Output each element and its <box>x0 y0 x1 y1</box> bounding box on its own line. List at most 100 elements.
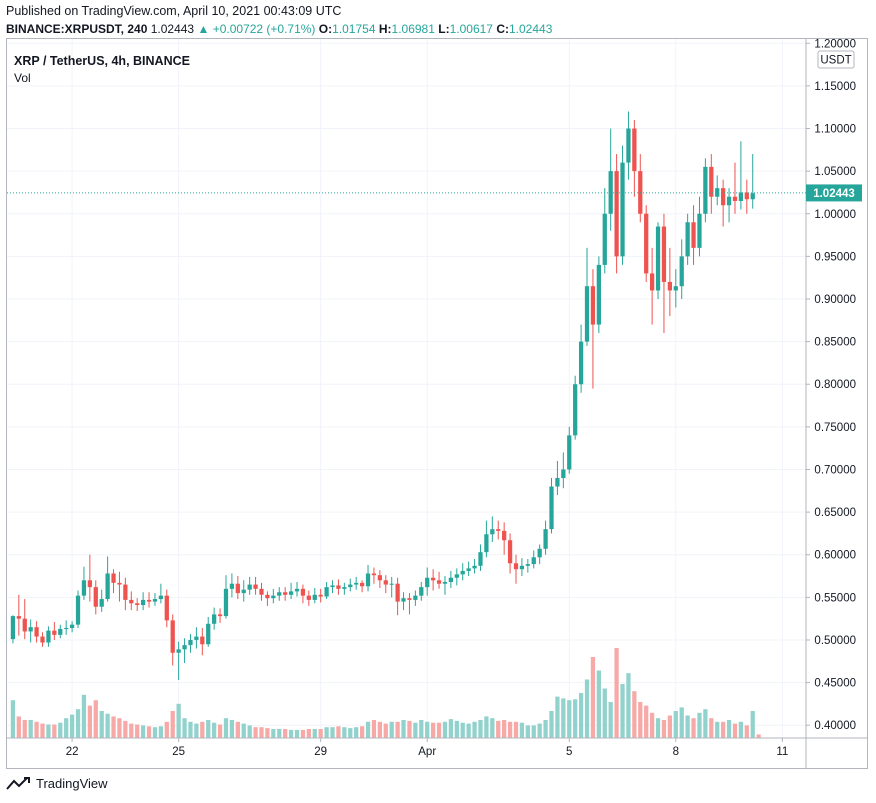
price-tick-label: 1.10000 <box>814 124 856 136</box>
grid-lines <box>7 39 806 738</box>
volume-bar <box>354 727 359 738</box>
candle-body <box>247 584 252 590</box>
tradingview-brand: TradingView <box>36 776 108 791</box>
volume-bar <box>58 722 63 738</box>
candle-body <box>496 529 501 531</box>
candle <box>371 567 377 584</box>
candle-body <box>318 594 323 597</box>
volume-bar <box>81 694 87 738</box>
candle-body <box>342 587 347 589</box>
time-tick-label: 29 <box>314 746 327 758</box>
volume-bar <box>567 700 572 738</box>
time-axis[interactable]: 22 25 29 Apr 5 8 11 <box>66 738 789 758</box>
candle <box>395 577 400 616</box>
candle-body <box>726 196 732 206</box>
candle <box>602 188 607 274</box>
candle-body <box>507 540 513 564</box>
candle-body <box>537 548 542 558</box>
candle-body <box>738 192 744 201</box>
volume-bar <box>721 721 726 738</box>
volume-bar <box>146 726 152 738</box>
volume-bar <box>608 702 613 738</box>
volume-bar <box>478 720 483 738</box>
volume-legend[interactable]: Vol <box>14 71 31 85</box>
candle <box>673 269 678 308</box>
published-caption: Published on TradingView.com, April 10, … <box>6 4 342 18</box>
candle-body <box>578 341 584 385</box>
candle-body <box>93 587 98 607</box>
candle-body <box>200 636 205 645</box>
volume-bar <box>359 726 365 738</box>
chart-legend-title[interactable]: XRP / TetherUS, 4h, BINANCE <box>14 54 190 68</box>
volume-bar <box>395 721 400 738</box>
candle-body <box>194 636 199 640</box>
candle <box>744 179 749 214</box>
volume-bar <box>164 721 169 738</box>
volume-bar <box>377 721 382 738</box>
tradingview-logo[interactable]: TradingView <box>6 776 108 791</box>
volume-bar <box>117 718 122 738</box>
candle-body <box>691 222 696 248</box>
volume-bar <box>578 693 584 738</box>
candle <box>413 590 418 606</box>
volume-bar <box>241 723 246 738</box>
volume-bar <box>22 720 27 738</box>
volume-bar <box>715 721 720 738</box>
candle <box>691 205 696 265</box>
time-tick-label: 5 <box>566 746 572 758</box>
candle <box>614 154 619 274</box>
volume-bar <box>206 720 211 738</box>
volume-bar <box>419 720 424 738</box>
candle-body <box>348 584 353 588</box>
volume-bar <box>259 727 264 738</box>
candle <box>649 247 655 325</box>
candle-body <box>259 588 264 595</box>
candle <box>484 520 489 558</box>
volume-bar <box>632 691 637 738</box>
volume-bar <box>336 726 341 738</box>
candle <box>490 516 495 542</box>
candle-body <box>170 620 175 653</box>
low-label: L: <box>438 22 450 36</box>
volume-bar <box>223 718 229 738</box>
candle <box>365 564 371 592</box>
volume-bar <box>271 729 276 738</box>
candle <box>75 590 81 629</box>
candle <box>164 589 169 628</box>
volume-bar <box>253 727 258 738</box>
candle-body <box>750 193 755 200</box>
price-tick-label: 0.80000 <box>814 379 856 391</box>
candle-body <box>442 582 448 584</box>
candle <box>306 590 311 606</box>
volume-bar <box>519 722 525 738</box>
candle-body <box>265 594 270 599</box>
volume-bar <box>484 716 489 738</box>
price-axis[interactable]: 0.40000 0.45000 0.50000 0.55000 0.60000 0.650… <box>806 38 856 732</box>
volume-bar <box>93 700 98 738</box>
price-tick-label: 0.50000 <box>814 635 856 647</box>
volume-bar <box>507 721 513 738</box>
volume-bar <box>638 702 643 738</box>
candle <box>359 580 365 593</box>
candle <box>28 619 33 643</box>
candle-body <box>602 213 607 265</box>
volume-bar <box>265 728 270 738</box>
candle-body <box>176 649 181 653</box>
candle <box>573 375 578 440</box>
candle-body <box>531 557 536 565</box>
candle <box>294 582 300 597</box>
candle <box>235 576 240 600</box>
candle-body <box>703 166 708 214</box>
candle-body <box>632 128 637 172</box>
candle-body <box>330 585 335 588</box>
volume-bar <box>502 720 507 738</box>
candle <box>212 607 217 630</box>
candle-body <box>75 595 81 625</box>
candle <box>16 594 21 636</box>
candle <box>158 583 164 604</box>
candle <box>271 588 276 604</box>
candle <box>288 582 294 600</box>
volume-bar <box>561 698 566 738</box>
candle-body <box>217 614 223 617</box>
